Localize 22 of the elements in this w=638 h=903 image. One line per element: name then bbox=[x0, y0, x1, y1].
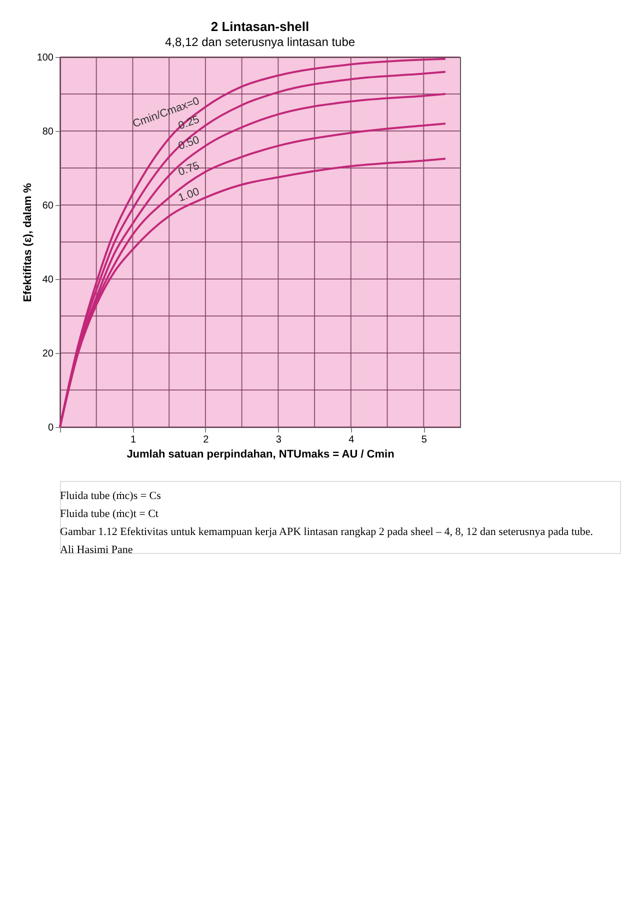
text: Fluida tube (ṁc)t = Ct bbox=[60, 508, 158, 520]
chart-subtitle: 4,8,12 dan seterusnya lintasan tube bbox=[164, 35, 356, 49]
y-axis-title: Efektifitas (ε), dalam % bbox=[22, 182, 34, 302]
y-tick-label: 20 bbox=[42, 348, 54, 360]
text: Fluida tube (ṁc)s = Cs bbox=[60, 490, 161, 502]
text: 0.50 bbox=[176, 134, 202, 153]
text: 0.75 bbox=[176, 160, 202, 179]
text: Gambar 1.12 Efektivitas untuk kemampuan kerja APK lintasan rangkap 2 pada sheel – 4, 8, 12 dan seterusnya pada tube. bbox=[60, 526, 594, 538]
chart-title: 2 Lintasan-shell bbox=[210, 19, 310, 34]
x-tick-label: 4 bbox=[348, 434, 355, 446]
y-tick-label: 40 bbox=[42, 274, 54, 286]
y-tick-label: 100 bbox=[36, 52, 54, 64]
x-tick-label: 1 bbox=[130, 434, 136, 446]
text: 1.00 bbox=[176, 186, 202, 204]
y-tick-label: 60 bbox=[42, 200, 54, 212]
y-tick-label: 0 bbox=[48, 422, 54, 434]
x-tick-label: 3 bbox=[276, 434, 282, 446]
y-tick-label: 80 bbox=[42, 126, 54, 138]
x-tick-label: 2 bbox=[203, 434, 210, 446]
x-axis-title: Jumlah satuan perpindahan, NTUmaks = AU / Cmin bbox=[126, 448, 395, 460]
text: Ali Hasimi Pane bbox=[60, 544, 133, 556]
x-tick-label: 5 bbox=[421, 434, 428, 446]
